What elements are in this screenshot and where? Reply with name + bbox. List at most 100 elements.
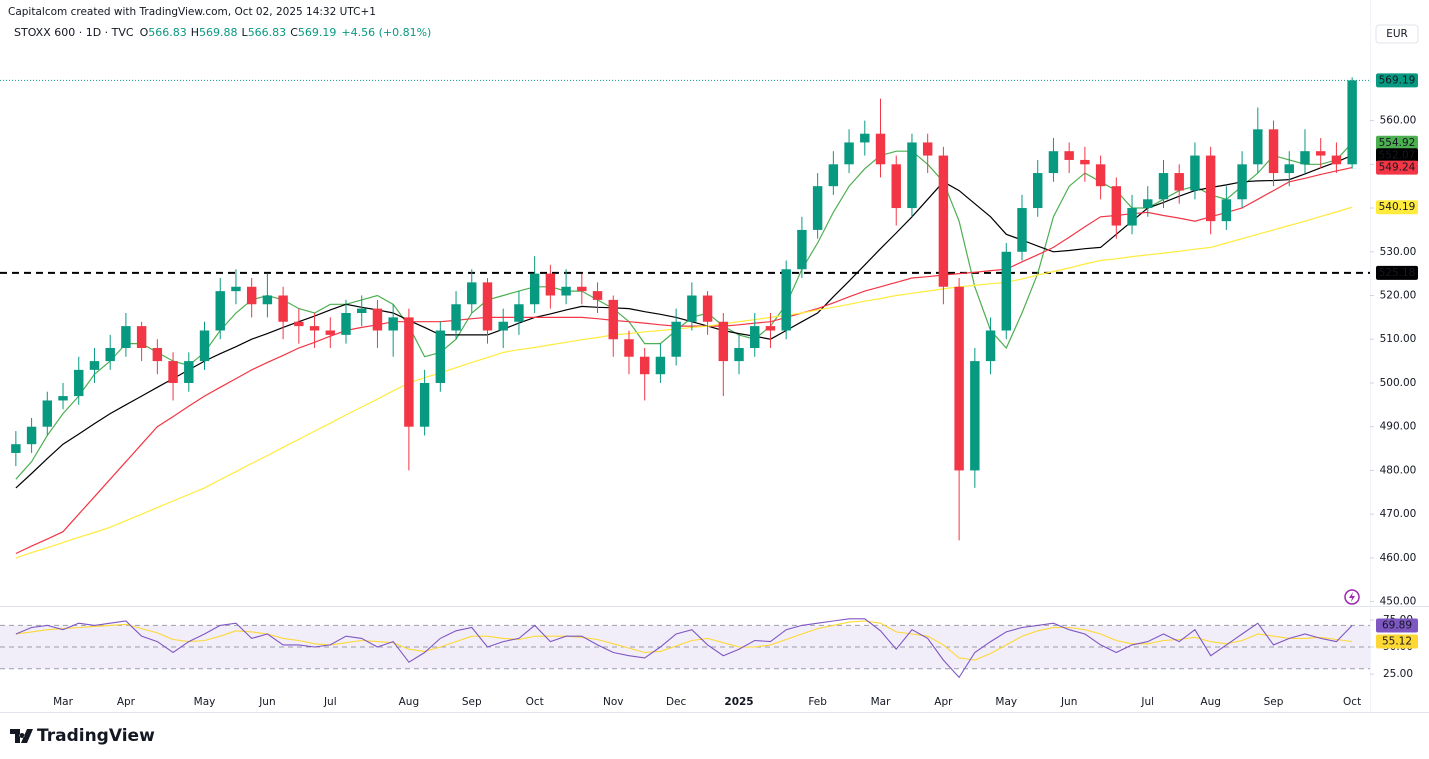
candle-body: [1111, 186, 1122, 226]
x-tick-label: Aug: [1200, 696, 1221, 708]
candle-body: [718, 321, 729, 362]
candle-body: [1300, 151, 1310, 165]
candle-body: [875, 133, 886, 165]
ohlc-label: L: [242, 26, 249, 39]
x-tick-label: Mar: [53, 696, 73, 708]
credit: Capitalcom created with TradingView.com,…: [8, 6, 376, 18]
candle-body: [1237, 164, 1247, 200]
x-tick-label: 2025: [724, 696, 753, 708]
candle-body: [1143, 199, 1153, 209]
candle-body: [812, 186, 823, 230]
candle-body: [655, 356, 666, 375]
candle-body: [1127, 208, 1137, 226]
candle-body: [168, 361, 178, 383]
candle-body: [922, 142, 933, 156]
candle-body: [954, 286, 964, 471]
candle-body: [58, 396, 68, 401]
candle-body: [482, 282, 493, 331]
brand: TradingView: [37, 726, 155, 746]
change: +4.56 (+0.81%): [341, 26, 431, 39]
candle-body: [231, 286, 241, 292]
candle-body: [860, 133, 870, 143]
candle-body: [215, 291, 225, 331]
x-tick-label: Nov: [603, 696, 624, 708]
y-tick-label: 490.00: [1380, 421, 1417, 433]
rsi-line: [15, 618, 1353, 679]
candle-body: [907, 142, 917, 209]
price-label: 552.07: [1379, 149, 1416, 161]
icon-bolt[interactable]: [1349, 592, 1355, 602]
symbol: STOXX 600 · 1D · TVC: [14, 26, 134, 39]
candle-body: [121, 326, 131, 348]
price-label: 525.18: [1379, 267, 1416, 279]
icon-circle[interactable]: [1344, 589, 1360, 605]
candle-body: [1048, 151, 1059, 174]
candle-body: [828, 164, 839, 187]
candle-body: [1315, 151, 1326, 156]
price-label: 549.24: [1379, 162, 1416, 174]
candle-body: [1268, 129, 1279, 174]
candle-body: [1017, 208, 1027, 252]
candle-body: [702, 295, 713, 322]
candle-body: [781, 269, 791, 331]
y-tick-label: 510.00: [1380, 333, 1417, 345]
candle-body: [1221, 199, 1232, 222]
logo-mark: [10, 729, 33, 743]
candle-body: [970, 361, 980, 471]
candle-body: [1331, 155, 1342, 165]
candle-body: [687, 295, 697, 322]
brand-logo: TradingView: [10, 726, 155, 746]
y-tick-label: 450.00: [1380, 596, 1417, 608]
candle-body: [74, 369, 84, 397]
x-tick-label: Jul: [1140, 696, 1154, 708]
moving-average: [15, 206, 1353, 559]
x-tick-label: Apr: [117, 696, 136, 708]
candle-body: [372, 308, 383, 331]
y-tick-label: 480.00: [1380, 464, 1417, 476]
candle-body: [435, 330, 446, 383]
price-label-box: [1376, 200, 1418, 215]
candle-body: [89, 361, 100, 370]
price-label-box: [1376, 634, 1418, 649]
candle-body: [844, 142, 854, 165]
lightning-icon[interactable]: [1344, 589, 1360, 605]
candle-body: [750, 326, 760, 348]
candle-body: [152, 347, 163, 362]
x-tick-label: Jun: [258, 696, 275, 708]
x-tick-label: May: [194, 696, 216, 708]
currency-box[interactable]: [1375, 24, 1419, 44]
candle-body: [357, 308, 367, 313]
price-label-box: [1376, 618, 1418, 633]
candle-body: [11, 444, 21, 453]
price-label-box: [1376, 265, 1418, 280]
candle-body: [1253, 129, 1263, 165]
candle-body: [294, 321, 304, 327]
candle-body: [467, 282, 477, 305]
y-tick-label: 460.00: [1380, 552, 1417, 564]
candle-body: [938, 155, 949, 287]
legend-header: STOXX 600 · 1D · TVC O566.83 H569.88 L566.8…: [14, 26, 431, 39]
candle-body: [199, 330, 210, 362]
ohlc-value: 566.83: [148, 26, 187, 39]
ohlc-label: O: [140, 26, 149, 39]
candle-body: [341, 313, 351, 335]
y-tick-label: 560.00: [1380, 115, 1417, 127]
price-label-box: [1376, 148, 1418, 163]
candle-body: [577, 286, 587, 292]
candle-body: [765, 326, 776, 331]
currency[interactable]: EUR: [1386, 28, 1408, 40]
candle-body: [529, 273, 540, 305]
candle-body: [514, 304, 524, 322]
x-tick-label: May: [995, 696, 1017, 708]
candle-body: [388, 317, 398, 331]
candle-body: [309, 326, 320, 331]
ohlc-label: C: [290, 26, 298, 39]
x-tick-label: Oct: [526, 696, 544, 708]
candle-body: [1174, 173, 1184, 191]
candle-body: [136, 326, 147, 348]
candle-body: [797, 229, 807, 270]
candle-body: [624, 339, 634, 357]
candle-body: [404, 317, 414, 427]
candle-body: [1033, 173, 1043, 209]
